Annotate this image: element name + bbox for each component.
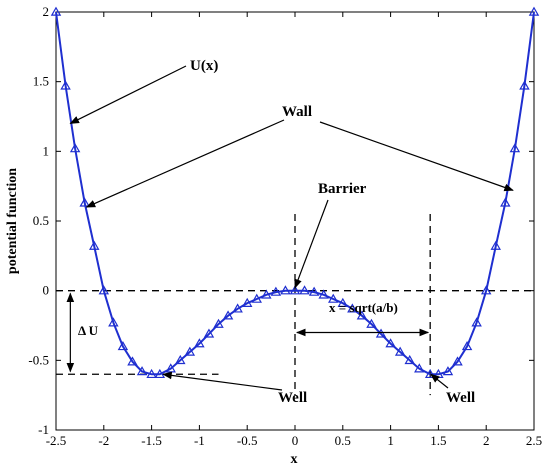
series-line (55, 11, 535, 376)
data-point (385, 338, 396, 348)
data-point (154, 368, 166, 379)
data-point (528, 6, 540, 16)
data-point (261, 289, 272, 299)
data-point (356, 310, 368, 320)
data-point (299, 285, 310, 295)
data-point (222, 310, 234, 320)
axis-ticks: -2.5 -2 -1.5 -1 -0.5 0 0.5 1 1.5 2 2.5 -1 -0.5 0 0.5 1 1… (28, 4, 542, 448)
y-tick-label: 1 (43, 143, 50, 158)
data-point (232, 303, 243, 313)
data-point (213, 318, 224, 328)
data-point (175, 354, 186, 365)
data-point (98, 285, 110, 295)
data-point (241, 297, 253, 307)
data-point (136, 366, 148, 376)
arrow-wall-right (319, 121, 514, 192)
data-point (480, 285, 492, 295)
x-tick-label: -2 (98, 433, 109, 448)
data-point (404, 354, 415, 365)
data-point (270, 286, 282, 296)
annotation-barrier: Barrier (318, 181, 367, 197)
x-tick-label: -0.5 (237, 433, 258, 448)
data-point (194, 338, 205, 348)
arrow-well-left (162, 371, 283, 391)
arrow-barrier (294, 199, 329, 289)
data-point (108, 317, 119, 327)
y-tick-label: 1.5 (33, 74, 49, 89)
annotation-well-right: Well (446, 390, 475, 406)
annotation-arrows (66, 65, 514, 391)
y-tick-label: 0.5 (33, 213, 49, 228)
data-point (89, 240, 100, 250)
data-point (127, 356, 138, 366)
annotation-sqrt: x = sqrt(a/b) (329, 300, 398, 315)
data-point (461, 340, 473, 351)
x-tick-label: 2 (483, 433, 490, 448)
annotation-delta-u: Δ U (78, 323, 99, 338)
x-tick-label: -2.5 (46, 433, 67, 448)
data-point (337, 297, 349, 307)
annotation-ux: U(x) (190, 58, 218, 74)
x-tick-label: 1 (387, 433, 394, 448)
data-point (328, 293, 339, 303)
data-point (60, 80, 71, 90)
data-point (69, 143, 81, 153)
data-point (366, 318, 377, 328)
x-tick-label: 2.5 (526, 433, 542, 448)
x-tick-label: -1 (194, 433, 205, 448)
x-tick-label: 0 (292, 433, 299, 448)
y-tick-label: -1 (38, 422, 49, 437)
data-point (289, 285, 301, 295)
data-point (318, 289, 329, 299)
data-point (500, 197, 511, 207)
data-point (442, 366, 454, 376)
data-point (394, 346, 406, 356)
arrow-ux (69, 65, 187, 125)
data-point (251, 293, 262, 303)
arrow-wall-left (85, 119, 285, 208)
x-axis-label: x (291, 452, 298, 467)
data-point (308, 286, 320, 296)
annotation-well-left: Well (278, 390, 307, 406)
data-point (146, 368, 157, 379)
data-point (471, 317, 482, 327)
data-point (519, 80, 530, 90)
data-point (490, 240, 501, 250)
y-tick-label: 0 (43, 283, 50, 298)
series-layer (55, 11, 535, 376)
data-point (117, 340, 129, 351)
data-point (452, 356, 463, 366)
data-point (50, 6, 62, 16)
x-tick-label: -1.5 (141, 433, 162, 448)
guide-lines (56, 214, 534, 396)
x-tick-label: 0.5 (335, 433, 351, 448)
data-point (414, 363, 425, 373)
markers-layer (50, 6, 540, 379)
y-axis-label: potential function (5, 168, 20, 274)
data-point (509, 143, 521, 153)
data-point (280, 285, 291, 295)
data-point (184, 346, 196, 356)
y-tick-label: 2 (43, 4, 50, 19)
data-point (203, 328, 215, 338)
data-point (347, 303, 358, 313)
annotation-wall: Wall (282, 104, 312, 120)
x-tick-label: 1.5 (430, 433, 446, 448)
y-tick-label: -0.5 (28, 352, 49, 367)
arrow-well-right (430, 373, 449, 389)
